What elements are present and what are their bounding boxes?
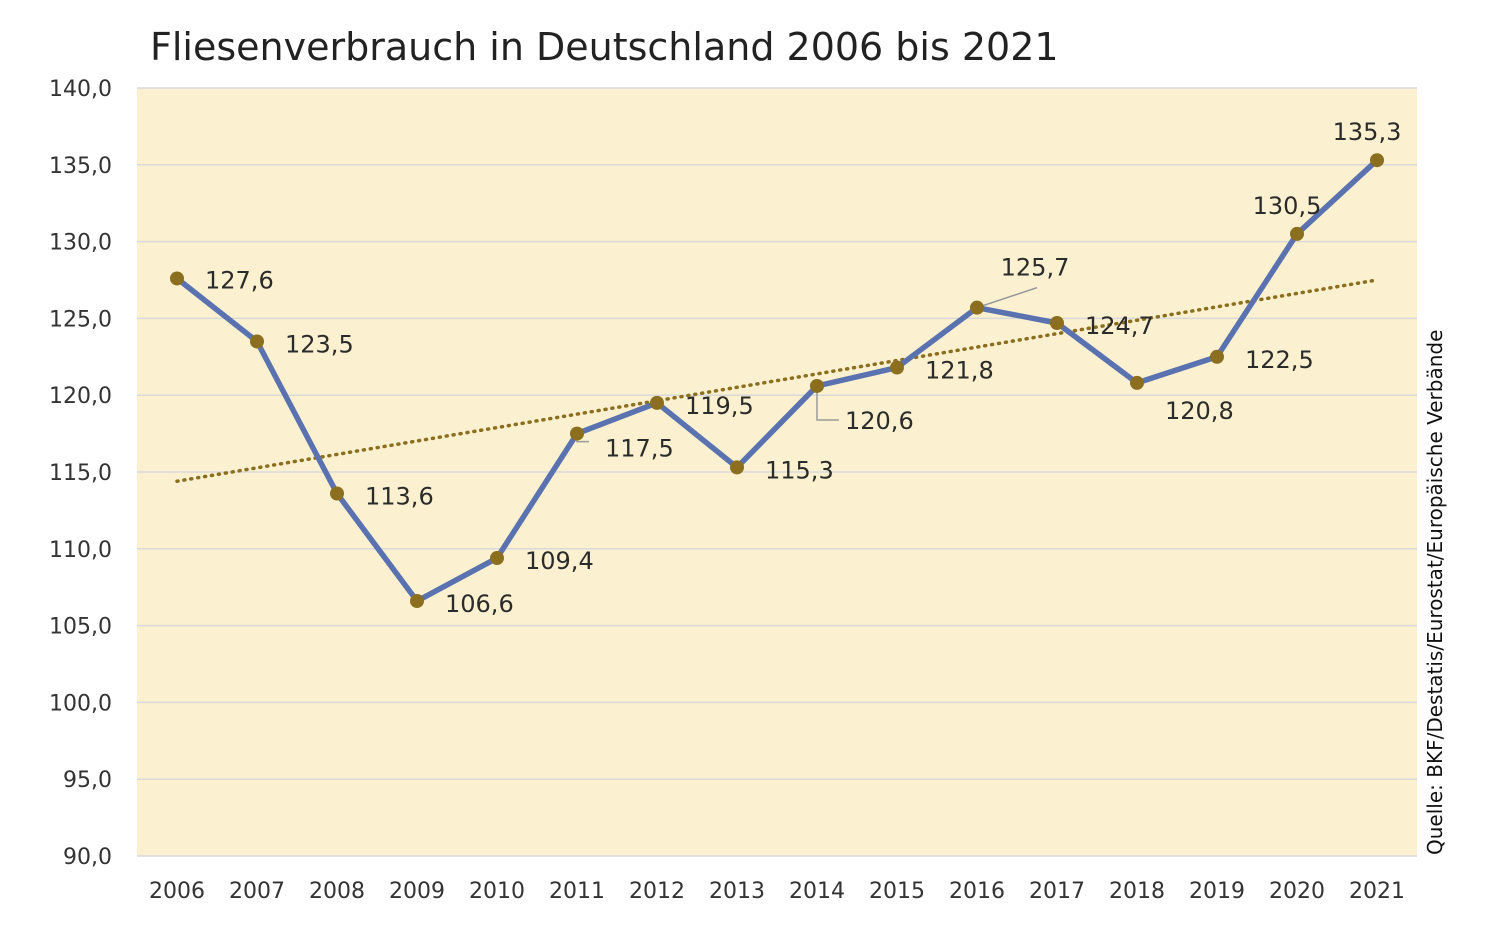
data-point	[1210, 349, 1224, 364]
x-tick-label: 2009	[389, 879, 445, 904]
y-tick-label: 100,0	[49, 691, 112, 716]
data-label: 130,5	[1253, 192, 1322, 220]
trendline	[175, 278, 1379, 483]
data-label: 125,7	[1001, 254, 1070, 282]
x-tick-label: 2015	[869, 879, 925, 904]
data-label: 120,8	[1165, 397, 1234, 425]
x-tick-label: 2017	[1029, 879, 1085, 904]
y-tick-label: 105,0	[49, 615, 112, 640]
data-point	[170, 271, 184, 286]
data-point	[570, 426, 584, 441]
data-point	[650, 395, 664, 410]
x-tick-label: 2018	[1109, 879, 1165, 904]
source-note: Quelle: BKF/Destatis/Eurostat/Europäisch…	[1423, 330, 1447, 855]
data-labels: 127,6 123,5 113,6 106,6 109,4 117,5 119,5 115,3…	[205, 118, 1401, 618]
x-tick-label: 2019	[1189, 879, 1245, 904]
data-label: 109,4	[525, 547, 594, 575]
x-axis-tick-labels: 2006 2007 2008 2009 2010 2011 2012 2013 2014 2015…	[149, 879, 1405, 904]
y-tick-label: 95,0	[63, 768, 112, 793]
data-label: 121,8	[925, 357, 994, 385]
data-label: 135,3	[1333, 118, 1402, 146]
data-point	[810, 378, 824, 393]
y-tick-label: 125,0	[49, 307, 112, 332]
data-points	[170, 153, 1384, 609]
data-label: 115,3	[765, 456, 834, 484]
data-label: 127,6	[205, 266, 274, 294]
x-tick-label: 2006	[149, 879, 205, 904]
data-point	[890, 360, 904, 375]
x-tick-label: 2014	[789, 879, 845, 904]
series-line	[174, 157, 1380, 604]
x-tick-label: 2016	[949, 879, 1005, 904]
x-tick-label: 2021	[1349, 879, 1405, 904]
data-label: 122,5	[1245, 346, 1314, 374]
data-point	[1370, 153, 1384, 168]
chart-title: Fliesenverbrauch in Deutschland 2006 bis…	[150, 25, 1059, 69]
x-tick-label: 2010	[469, 879, 525, 904]
data-label: 124,7	[1085, 312, 1154, 340]
data-label: 119,5	[685, 392, 754, 420]
data-label: 120,6	[845, 407, 914, 435]
y-tick-label: 110,0	[49, 538, 112, 563]
data-point	[1290, 226, 1304, 241]
y-tick-label: 115,0	[49, 461, 112, 486]
x-tick-label: 2008	[309, 879, 365, 904]
x-tick-label: 2011	[549, 879, 605, 904]
data-label: 106,6	[445, 590, 514, 618]
y-tick-label: 135,0	[49, 154, 112, 179]
x-tick-label: 2007	[229, 879, 285, 904]
y-tick-label: 90,0	[63, 845, 112, 870]
y-tick-label: 140,0	[49, 77, 112, 102]
leader-line	[816, 389, 839, 421]
data-label: 117,5	[605, 435, 674, 463]
data-label: 113,6	[365, 483, 434, 511]
data-point	[250, 334, 264, 349]
x-tick-label: 2012	[629, 879, 685, 904]
gridlines	[137, 87, 1417, 857]
trendline-group	[175, 278, 1379, 483]
data-point	[970, 300, 984, 315]
data-point	[1130, 375, 1144, 390]
data-point	[1050, 316, 1064, 331]
data-label: 123,5	[285, 330, 354, 358]
data-point	[730, 460, 744, 475]
data-point	[330, 486, 344, 501]
data-point	[490, 551, 504, 566]
leader-line	[982, 286, 1038, 307]
y-tick-label: 130,0	[49, 231, 112, 256]
y-tick-label: 120,0	[49, 384, 112, 409]
data-point	[410, 594, 424, 609]
y-axis-tick-labels: 90,0 95,0 100,0 105,0 110,0 115,0 120,0 125,0 13…	[49, 77, 112, 870]
x-tick-label: 2013	[709, 879, 765, 904]
series-line-group	[174, 157, 1380, 604]
x-tick-label: 2020	[1269, 879, 1325, 904]
